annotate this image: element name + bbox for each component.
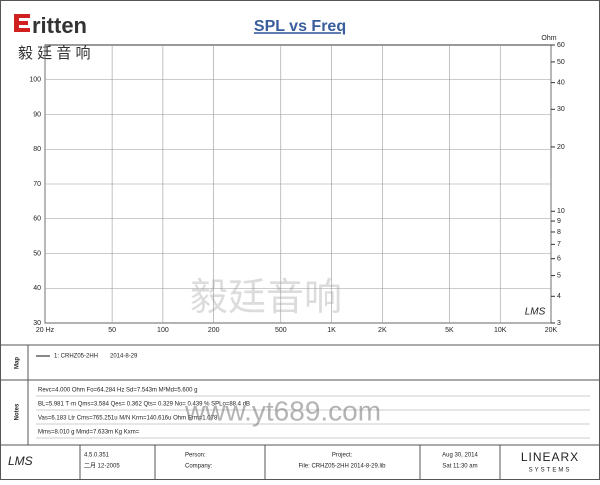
note-line: Revc=4.000 Ohm Fo=64.284 Hz Sd=7.543m M²… — [38, 388, 197, 394]
x-tick-label: 50 — [108, 327, 116, 334]
y-tick-label: 30 — [33, 320, 41, 327]
saved-time: Sat 11:30 am — [442, 464, 477, 470]
y-tick-label: 100 — [29, 77, 41, 84]
x-tick-label: 100 — [157, 327, 169, 334]
y2-tick-label: 40 — [557, 79, 565, 86]
y-tick-label: 70 — [33, 181, 41, 188]
brand-cn: 毅 廷 音 响 — [18, 45, 91, 62]
section-label: Notes — [15, 403, 21, 420]
x-tick-label: 10K — [494, 327, 507, 334]
y2-tick-label: 30 — [557, 106, 565, 113]
y2-tick-label: 60 — [557, 42, 565, 49]
y-tick-label: 90 — [33, 111, 41, 118]
vendor-sub: SYSTEMS — [529, 468, 572, 474]
brand-mark — [14, 14, 30, 32]
y2-tick-label: 4 — [557, 293, 561, 300]
file: File: CRHZ05-2HH 2014-8-29.lib — [298, 464, 386, 470]
x-tick-label: 2K — [378, 327, 387, 334]
person: Person: — [185, 453, 206, 459]
x-tick-label: 20K — [545, 327, 558, 334]
chart-title: SPL vs Freq — [254, 18, 346, 35]
watermark-cn: 毅廷音响 — [190, 277, 342, 319]
vendor: LINEARX — [521, 450, 579, 464]
y2-tick-label: 6 — [557, 256, 561, 263]
footer-logo: LMS — [8, 454, 33, 468]
y2-tick-label: 7 — [557, 241, 561, 248]
x-tick-label: 1K — [327, 327, 336, 334]
legend-label: 1: CRHZ05-2HH — [54, 354, 98, 360]
x-tick-label: 200 — [208, 327, 220, 334]
notes: Revc=4.000 Ohm Fo=64.284 Hz Sd=7.543m M²… — [36, 388, 590, 439]
y2-tick-label: 9 — [557, 218, 561, 225]
y2-tick-label: 50 — [557, 59, 565, 66]
note-line: Mms=8.010 g Mmd=7.633m Kg Kxm= — [38, 430, 140, 436]
watermark: www.yt689.com — [184, 395, 381, 426]
version: 4.5.0.351 — [84, 453, 110, 459]
y2-tick-label: 5 — [557, 272, 561, 279]
note-line: Vas=6.183 Ltr Cms=765.251u M/N Krm=140.6… — [38, 416, 218, 422]
x-tick-label: 500 — [275, 327, 287, 334]
build-date: 二月 12-2005 — [84, 463, 120, 470]
y2-tick-label: 20 — [557, 144, 565, 151]
y-tick-label: 80 — [33, 146, 41, 153]
y-tick-label: 50 — [33, 250, 41, 257]
y2-tick-label: 8 — [557, 229, 561, 236]
brand: ritten — [32, 13, 87, 38]
x-tick-label: 5K — [445, 327, 454, 334]
annotation: LMS — [525, 307, 546, 318]
note-line: BL=5.981 T·m Qms=3.584 Qes= 0.362 Qts= 0… — [38, 402, 250, 408]
saved-date: Aug 30, 2014 — [442, 453, 478, 459]
x-tick-label: 20 Hz — [36, 327, 55, 334]
project: Project: — [332, 453, 353, 459]
y2-tick-label: 10 — [557, 208, 565, 215]
company: Company: — [185, 464, 213, 470]
y2-axis-label: Ohm — [541, 35, 556, 42]
section-label: Map — [15, 357, 21, 369]
y2-tick-label: 3 — [557, 320, 561, 327]
y-tick-label: 40 — [33, 285, 41, 292]
legend-date: 2014-8-29 — [110, 354, 138, 360]
y-tick-label: 60 — [33, 216, 41, 223]
